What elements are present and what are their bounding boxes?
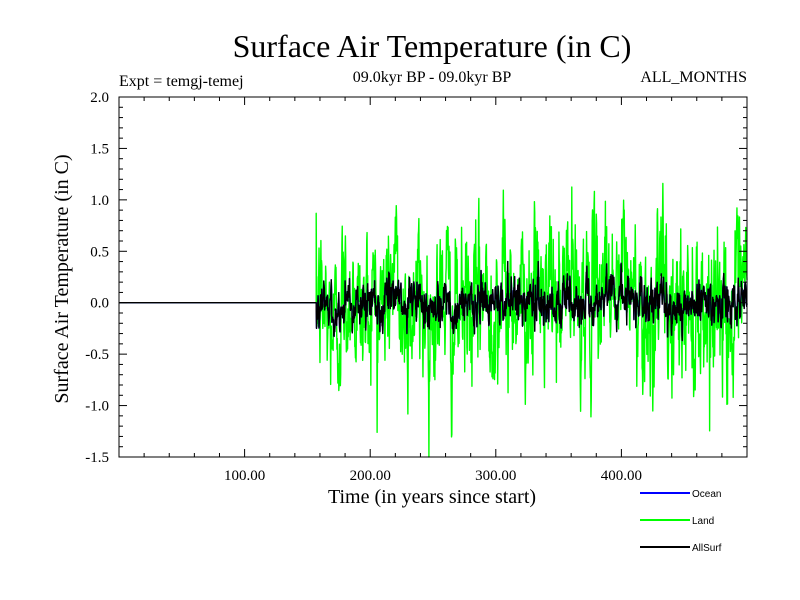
y-tick-label: -1.0 <box>85 399 109 415</box>
legend-label-allsurf: AllSurf <box>692 543 722 554</box>
x-tick-label: 100.00 <box>224 468 265 484</box>
legend-label-ocean: Ocean <box>692 489 721 500</box>
legend: Ocean Land AllSurf <box>640 489 722 554</box>
experiment-label: Expt = temgj-temej <box>119 73 244 90</box>
series-layer <box>119 182 748 458</box>
chart-title: Surface Air Temperature (in C) <box>233 28 632 64</box>
y-tick-label: 0.5 <box>90 244 109 260</box>
months-label: ALL_MONTHS <box>640 69 747 86</box>
x-axis-label: Time (in years since start) <box>328 486 536 508</box>
x-tick-label: 300.00 <box>475 468 516 484</box>
axis-layer: 100.00 200.00 300.00 400.00 -1.5 -1.0 -0.5 0.0 0… <box>85 90 748 484</box>
period-label: 09.0kyr BP - 09.0kyr BP <box>353 69 512 86</box>
legend-label-land: Land <box>692 516 714 527</box>
y-axis-label: Surface Air Temperature (in C) <box>51 154 73 403</box>
x-tick-label: 200.00 <box>350 468 391 484</box>
y-tick-label: 2.0 <box>90 90 109 106</box>
y-tick-label: 0.0 <box>90 296 109 312</box>
x-tick-label: 400.00 <box>601 468 642 484</box>
y-tick-label: 1.0 <box>90 193 109 209</box>
y-tick-label: -1.5 <box>85 450 109 466</box>
y-tick-label: -0.5 <box>85 347 109 363</box>
y-tick-label: 1.5 <box>90 141 109 157</box>
series-line-allsurf <box>119 260 748 342</box>
plot-frame <box>118 96 748 458</box>
